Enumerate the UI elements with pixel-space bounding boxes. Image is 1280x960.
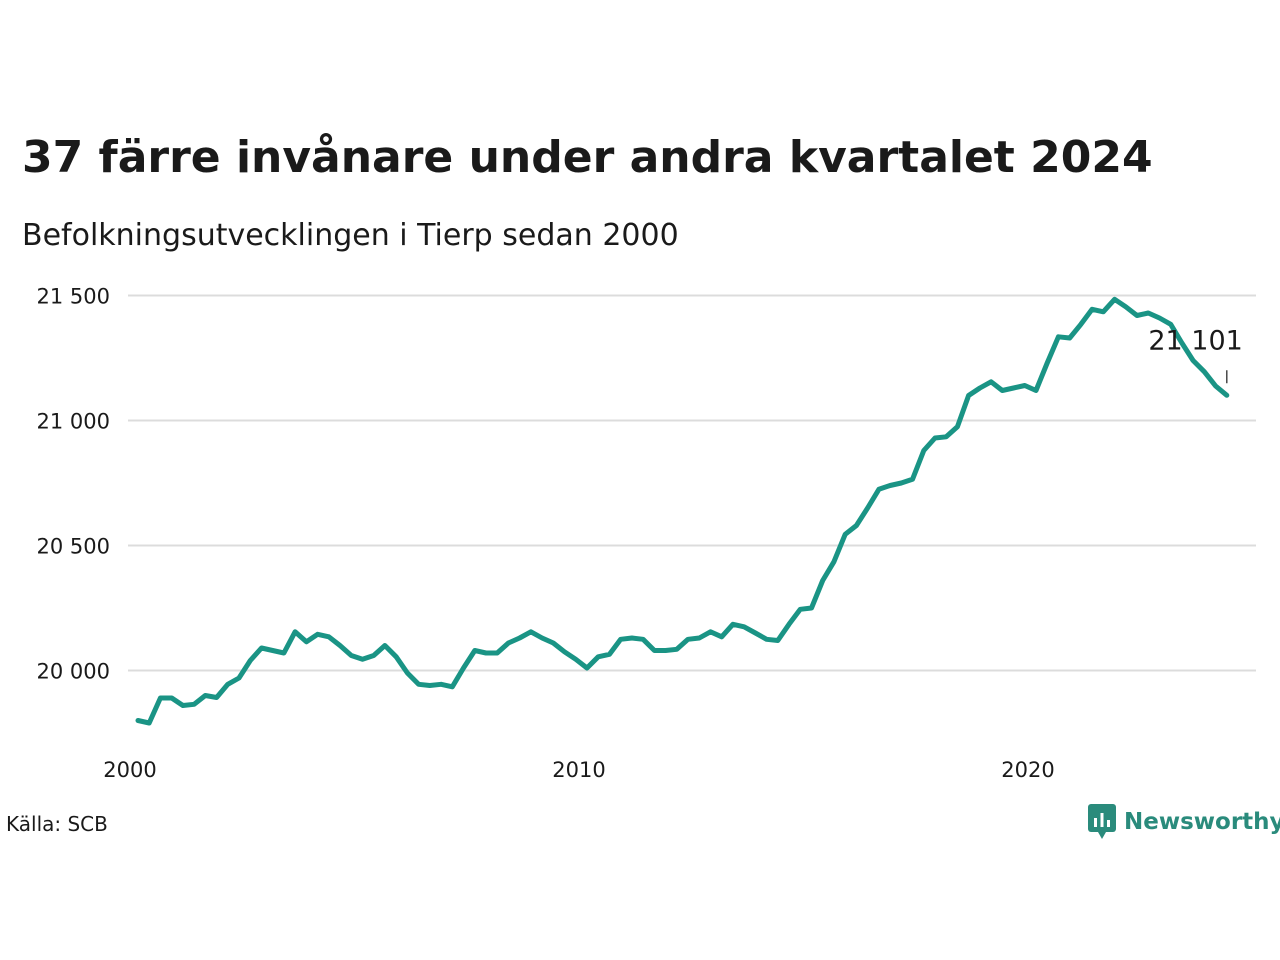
brand-name: Newsworthy [1124,809,1280,835]
x-tick-label: 2020 [1001,758,1054,782]
x-tick-label: 2000 [103,758,156,782]
y-tick-label: 20 000 [37,660,110,684]
y-axis-tick-labels: 20 000 20 500 21 000 21 500 [37,285,110,684]
source-note: Källa: SCB [6,812,108,836]
x-tick-label: 2010 [552,758,605,782]
newsworthy-logo[interactable]: Newsworthy [1088,804,1280,840]
chart-subtitle: Befolkningsutvecklingen i Tierp sedan 20… [22,218,679,253]
chart-title: 37 färre invånare under andra kvartalet … [22,132,1153,183]
newsworthy-chart-icon [1088,804,1116,839]
y-tick-label: 21 500 [37,285,110,309]
x-axis-tick-labels: 2000 2010 2020 [103,758,1054,782]
end-value-label: 21 101 [1148,325,1242,356]
y-tick-label: 20 500 [37,535,110,559]
series-layer [135,296,1230,726]
gridlines [128,294,1256,672]
end-annotation: 21 101 [1148,325,1243,384]
y-tick-label: 21 000 [37,410,110,434]
series-line [135,296,1230,726]
